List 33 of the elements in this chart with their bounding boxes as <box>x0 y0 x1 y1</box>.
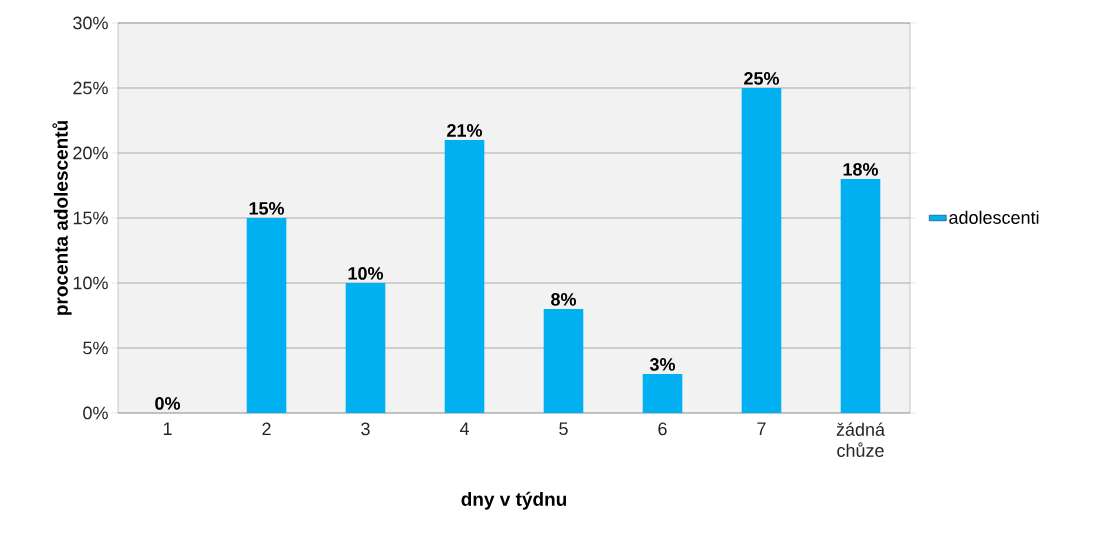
text: 21% <box>447 124 483 137</box>
y-tick-label: 5% <box>83 341 108 355</box>
text: 0% <box>155 397 181 410</box>
text: 18% <box>843 163 879 176</box>
y-tick-label: 20% <box>73 146 108 160</box>
x-tick-label: 7 <box>757 422 766 435</box>
text: 25% <box>744 72 780 85</box>
x-tick-label: 5 <box>559 422 568 436</box>
x-tick-label: žádná chůze <box>836 422 885 457</box>
bar <box>345 282 386 413</box>
text: 8% <box>551 293 577 306</box>
bar <box>741 88 782 413</box>
bar <box>840 179 881 413</box>
y-axis-title: procenta adolescentů <box>52 121 72 315</box>
bar <box>642 373 683 413</box>
bar <box>246 217 287 413</box>
bar <box>444 140 485 413</box>
y-tick-label: 0% <box>83 406 108 420</box>
y-tick-label: 30% <box>73 16 108 30</box>
legend-label: adolescenti <box>949 210 1039 224</box>
text: 10% <box>348 267 384 280</box>
x-axis-title: dny v týdnu <box>461 491 567 510</box>
x-tick-label: 4 <box>459 422 469 435</box>
x-tick-label: 6 <box>658 422 667 436</box>
x-tick-label: 3 <box>361 422 370 436</box>
x-tick-label: 1 <box>163 422 172 435</box>
x-tick-label: 2 <box>262 422 271 436</box>
y-tick-label: 25% <box>73 81 108 95</box>
text: 15% <box>249 202 285 215</box>
y-tick-label: 10% <box>73 276 108 290</box>
y-tick-label: 15% <box>73 211 108 225</box>
text: 3% <box>649 358 676 371</box>
bar <box>543 308 584 413</box>
